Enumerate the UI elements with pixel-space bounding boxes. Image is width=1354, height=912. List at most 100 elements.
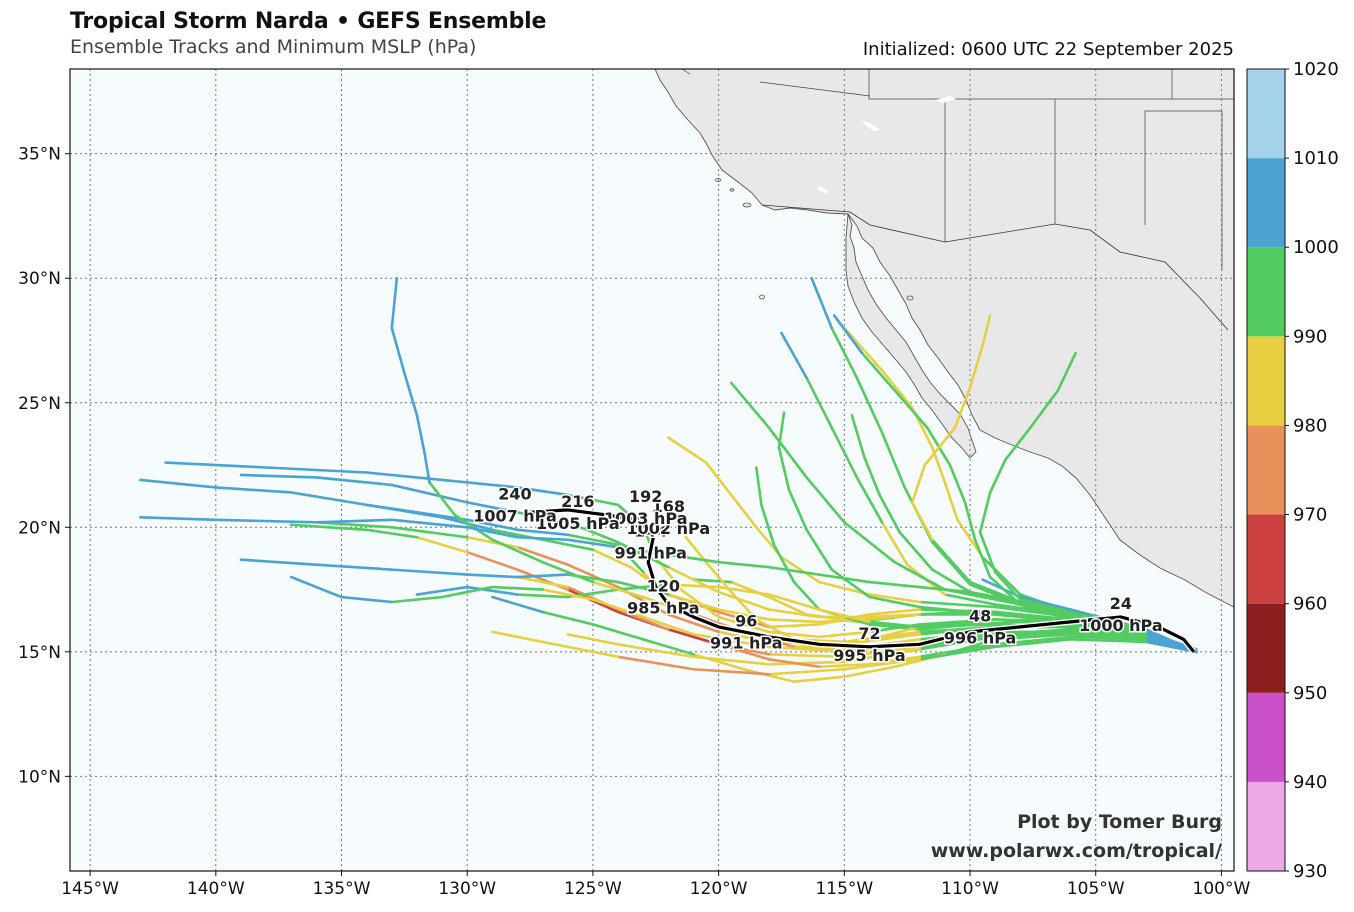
track-segment	[465, 518, 519, 532]
mean-track-label: 120 985 hPa	[626, 575, 701, 619]
credit-author: Plot by Tomer Burg	[1017, 811, 1222, 833]
track-segment	[289, 491, 368, 507]
track-segment	[289, 523, 368, 532]
forecast-hour-label: 72	[858, 624, 880, 643]
track-segment	[893, 388, 929, 429]
track-segment	[880, 521, 909, 566]
track-segment	[566, 493, 620, 507]
track-segment	[390, 518, 469, 529]
colorbar-label: 1010	[1293, 148, 1339, 169]
track-segment	[390, 525, 469, 539]
track-segment	[792, 645, 846, 651]
forecast-hour-label: 168	[652, 497, 685, 516]
lat-tick-label: 15°N	[18, 643, 61, 663]
colorbar-band	[1247, 69, 1285, 159]
mean-track-label: 144 991 hPa	[613, 520, 688, 564]
track-segment	[667, 436, 708, 464]
track-segment	[918, 585, 972, 594]
track-segment	[315, 518, 394, 524]
track-segment	[717, 585, 771, 596]
track-segment	[817, 573, 871, 584]
mean-track-label: 240 1007 hPa	[472, 483, 559, 527]
track-segment	[931, 568, 972, 594]
forecast-hour-label: 96	[735, 611, 757, 630]
lat-tick-label: 35°N	[18, 145, 61, 165]
lon-tick-label: 125°W	[564, 879, 622, 899]
track-segment	[931, 538, 972, 584]
mean-track-label: 48 996 hPa	[942, 605, 1017, 649]
track-segment	[591, 548, 632, 569]
track-segment	[868, 580, 922, 589]
forecast-hour-label: 216	[561, 492, 594, 511]
track-segment	[830, 568, 871, 599]
track-segment	[843, 648, 922, 664]
track-segment	[541, 538, 595, 552]
mean-track-label: 24 1000 hPa	[1078, 592, 1165, 636]
track-segment	[988, 458, 1007, 494]
track-segment	[772, 543, 796, 584]
track-segment	[1019, 595, 1072, 611]
track-segment	[516, 486, 570, 497]
ensemble-mean-track: 24 1000 hPa 48 996 hPa 72 995 hPa 96 991 hPa 120…	[472, 483, 1197, 666]
track-segment	[139, 478, 218, 489]
colorbar-band	[1247, 692, 1285, 782]
track-segment	[792, 675, 846, 684]
track-segment	[843, 665, 896, 679]
track-segment	[692, 633, 771, 649]
track-segment	[403, 371, 419, 417]
track-segment	[868, 593, 922, 604]
track-segment	[340, 595, 394, 604]
colorbar-band	[1247, 158, 1285, 248]
track-segment	[767, 645, 846, 654]
track-segment	[516, 511, 570, 524]
track-segment	[767, 618, 821, 624]
init-time: Initialized: 0600 UTC 22 September 2025	[862, 39, 1234, 60]
track-segment	[817, 630, 871, 639]
track-segment	[993, 628, 1072, 636]
track-segment	[817, 662, 871, 669]
track-segment	[981, 314, 992, 347]
mslp-label: 1000 hPa	[1079, 616, 1163, 635]
track-segment	[918, 623, 997, 629]
track-segment	[491, 595, 544, 614]
colorbar-label: 950	[1293, 683, 1327, 704]
forecast-hour-label: 240	[498, 484, 531, 503]
colorbar-band	[1247, 603, 1285, 693]
lon-tick-label: 120°W	[690, 879, 748, 899]
track-segment	[465, 525, 519, 539]
track-segment	[704, 461, 733, 497]
track-segment	[616, 655, 695, 671]
track-segment	[843, 326, 884, 372]
track-segment	[993, 635, 1072, 646]
track-segment	[868, 613, 922, 619]
track-segment	[692, 653, 746, 671]
ensemble-member-track	[491, 630, 1198, 676]
track-segment	[616, 583, 670, 591]
track-segment	[667, 553, 720, 564]
track-segment	[918, 635, 997, 651]
track-segment	[616, 643, 695, 659]
track-segment	[139, 516, 218, 522]
forecast-hour-label: 24	[1110, 594, 1132, 613]
track-segment	[963, 501, 977, 542]
track-segment	[390, 568, 469, 576]
track-segment	[717, 590, 771, 611]
track-segment	[729, 493, 758, 529]
track-segment	[968, 610, 1022, 619]
track-segment	[855, 476, 884, 524]
track-segment	[315, 563, 394, 571]
track-segment	[1019, 603, 1072, 619]
island	[759, 294, 765, 300]
mslp-label: 1002 hPa	[627, 519, 711, 538]
track-segment	[491, 630, 544, 644]
land-north-america	[654, 69, 1234, 608]
track-segment	[1069, 638, 1148, 644]
map-title: Tropical Storm Narda • GEFS Ensemble	[70, 9, 547, 34]
track-segment	[1069, 613, 1148, 634]
track-segment	[918, 645, 997, 661]
credit-url: www.polarwx.com/tropical/	[930, 840, 1222, 862]
track-segment	[692, 578, 733, 584]
track-segment	[943, 638, 997, 656]
track-segment	[910, 463, 927, 504]
track-segment	[616, 543, 645, 574]
